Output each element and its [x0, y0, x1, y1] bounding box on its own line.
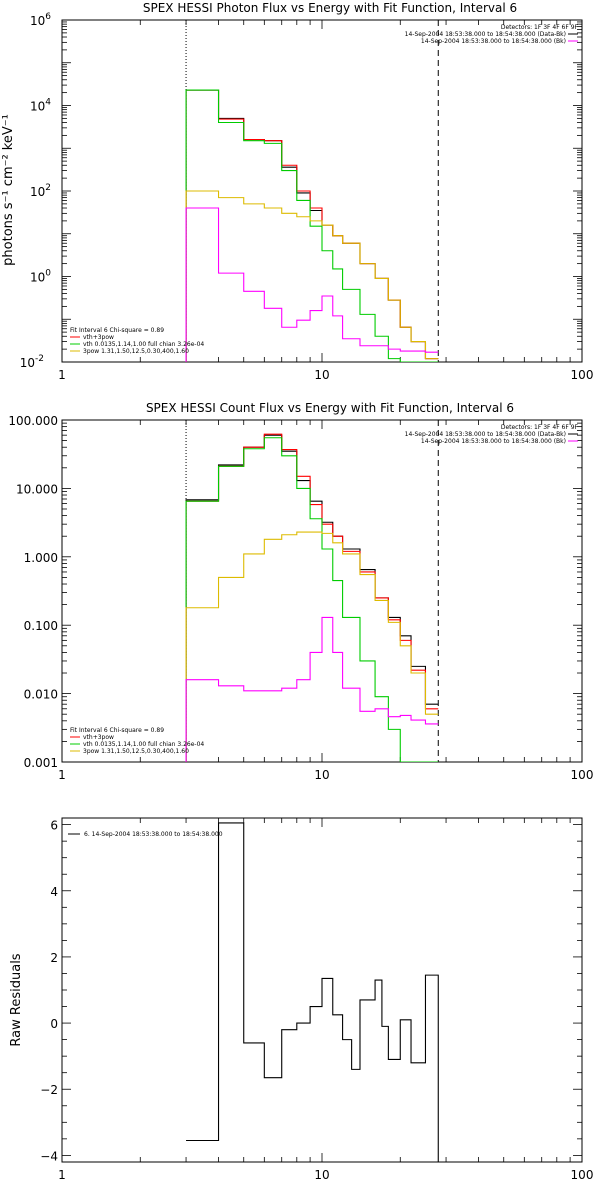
photon-series-group	[185, 89, 439, 362]
count-y-tick-label: 100.000	[8, 414, 58, 428]
resid-y-tick-label: 6	[50, 819, 58, 833]
count-flux-panel: SPEX HESSI Count Flux vs Energy with Fit…	[8, 401, 593, 782]
count-series-group	[185, 433, 439, 762]
photon-y-tick-exponent: 6	[45, 12, 51, 22]
photon-flux-panel: SPEX HESSI Photon Flux vs Energy with Fi…	[1, 1, 593, 382]
count-legend-entry: 3pow 1.31,1.50,12.5,0.30,400,1.60	[83, 748, 189, 755]
count-series-data-bk-line	[185, 434, 439, 762]
photon-header-line: 14-Sep-2004 18:53:38.000 to 18:54:38.000…	[421, 38, 566, 45]
photon-y-tick-label: 10-2	[20, 354, 44, 370]
resid-y-tick-label: 4	[50, 885, 58, 899]
resid-y-tick-label: −4	[40, 1149, 58, 1163]
photon-series-3pow-line	[185, 190, 439, 362]
residuals-plot-area: 1 10 100 −4 −2 0 2 4 6 6. 14-Sep-2004 18:53:38.00…	[40, 817, 594, 1182]
photon-legend-entry: vth+3pow	[83, 334, 114, 341]
photon-y-tick-label: 100	[30, 269, 51, 285]
photon-y-tick-exponent: 4	[45, 98, 51, 108]
count-y-tick-label: 1.000	[24, 551, 58, 565]
count-x-tick-label: 1	[58, 768, 66, 782]
photon-y-tick-label: 104	[30, 98, 51, 114]
photon-x-tick-label: 1	[58, 368, 66, 382]
count-x-tick-label: 100	[571, 768, 594, 782]
resid-y-tick-label: 2	[50, 951, 58, 965]
photon-y-tick-exponent: 2	[45, 183, 51, 193]
resid-series-group	[186, 822, 439, 1162]
count-y-tick-label: 0.100	[24, 619, 58, 633]
resid-y-tick-label: −2	[40, 1083, 58, 1097]
resid-legend-entry: 6. 14-Sep-2004 18:53:38.000 to 18:54:38.…	[84, 831, 223, 838]
count-legend-title: Fit Interval 6 Chi-square = 0.89	[70, 727, 164, 734]
count-header-line: 14-Sep-2004 18:53:38.000 to 18:54:38.000…	[405, 431, 566, 438]
resid-series-residual-line	[186, 822, 439, 1162]
count-series-vth-3pow-line	[185, 433, 439, 762]
photon-legend-entry: 3pow 1.31,1.50,12.5,0.30,400,1.60	[83, 348, 189, 355]
count-series-3pow-line	[185, 531, 439, 762]
resid-y-tick-label: 0	[50, 1017, 58, 1031]
photon-plot-area: 1 10 100 10-2 100 102 104 106 Detectors: 1F 3F 4…	[20, 12, 594, 382]
photon-x-tick-label: 100	[571, 368, 594, 382]
residuals-panel: Raw Residuals 1 10 100 −4 −2 0 2 4 6 6. 14-Sep-20…	[9, 817, 594, 1182]
count-y-tick-label: 0.001	[24, 756, 58, 770]
count-plot-frame	[61, 419, 583, 763]
photon-y-axis-label: photons s⁻¹ cm⁻² keV⁻¹	[1, 114, 16, 266]
count-header-line: Detectors: 1F 3F 4F 6F 9F	[501, 424, 579, 431]
photon-series-vth-line	[185, 89, 439, 362]
photon-y-tick-exponent: -2	[35, 354, 44, 364]
photon-series-bk-line	[185, 207, 439, 362]
count-y-tick-label: 10.000	[16, 482, 58, 496]
resid-x-tick-label: 1	[58, 1168, 66, 1182]
resid-x-tick-label: 10	[314, 1168, 329, 1182]
photon-x-tick-label: 10	[314, 368, 329, 382]
count-chart-title: SPEX HESSI Count Flux vs Energy with Fit…	[146, 401, 514, 415]
residuals-y-axis-label: Raw Residuals	[9, 953, 24, 1046]
photon-y-tick-exponent: 0	[45, 269, 51, 279]
count-series-bk-line	[185, 616, 439, 762]
photon-y-tick-label: 102	[30, 183, 51, 199]
count-x-tick-label: 10	[314, 768, 329, 782]
photon-header-line: Detectors: 1F 3F 4F 6F 9F	[501, 24, 579, 31]
count-plot-area: 1 10 100 0.001 0.010 0.100 1.000 10.000 100.000 D…	[8, 414, 593, 782]
photon-y-tick-label: 106	[30, 12, 51, 28]
photon-legend-title: Fit Interval 6 Chi-square = 0.89	[70, 327, 164, 334]
count-y-tick-label: 0.010	[24, 688, 58, 702]
resid-x-tick-label: 100	[571, 1168, 594, 1182]
count-series-vth-line	[185, 437, 439, 762]
count-legend-entry: vth 0.0135,1.14,1.00 full chian 3.26e-04	[83, 741, 204, 748]
count-legend-entry: vth+3pow	[83, 734, 114, 741]
photon-chart-title: SPEX HESSI Photon Flux vs Energy with Fi…	[143, 1, 517, 15]
count-header-line: 14-Sep-2004 18:53:38.000 to 18:54:38.000…	[421, 438, 566, 445]
photon-legend-entry: vth 0.0135,1.14,1.00 full chian 3.26e-04	[83, 341, 204, 348]
photon-header-line: 14-Sep-2004 18:53:38.000 to 18:54:38.000…	[405, 31, 566, 38]
